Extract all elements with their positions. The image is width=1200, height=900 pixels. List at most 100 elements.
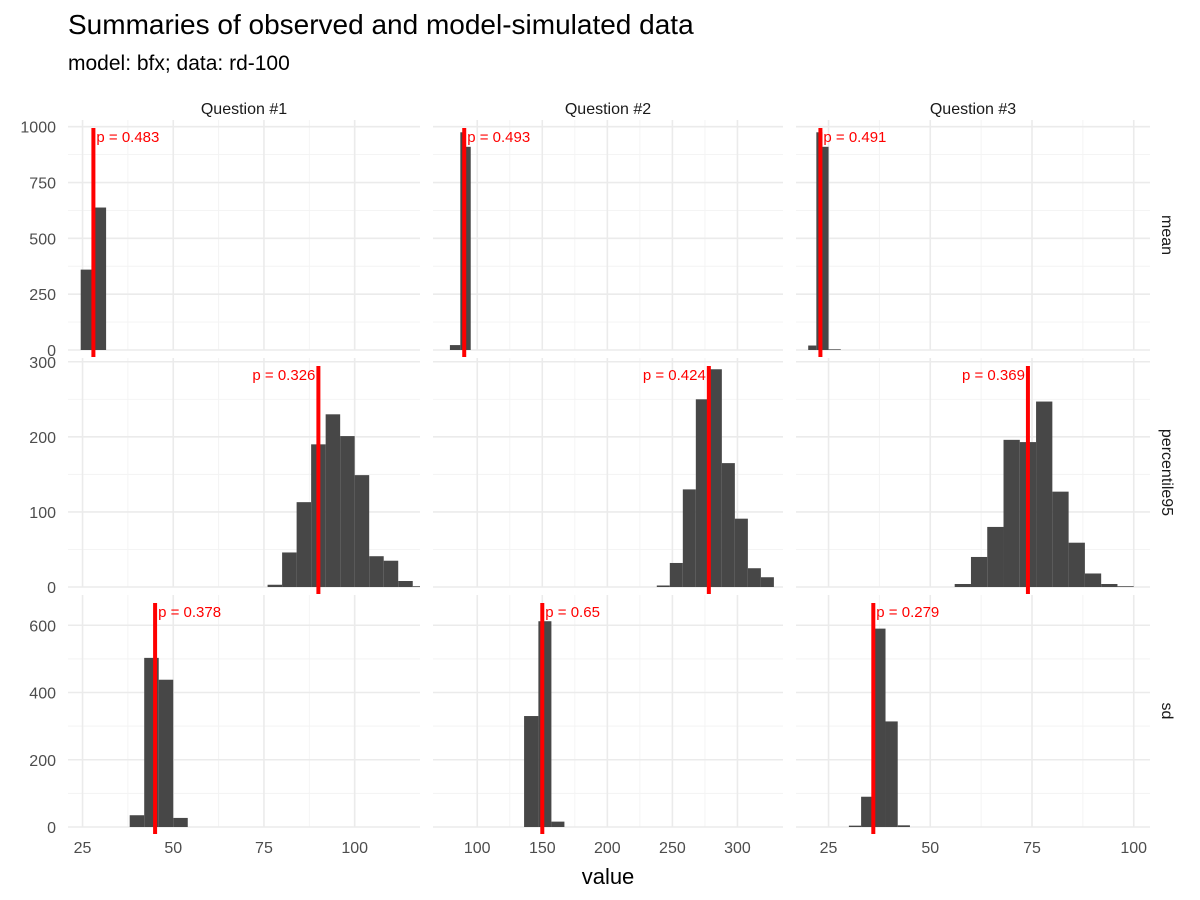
histogram-bar [465, 146, 471, 350]
histogram-bar [93, 207, 107, 350]
histogram-bar [822, 146, 829, 350]
histogram-bar [1003, 439, 1020, 587]
panel-question-1-percentile95: p = 0.326 0 100 200 300 [29, 355, 420, 597]
histogram-bar [848, 825, 862, 827]
histogram-bar [524, 716, 539, 827]
histogram-bar [760, 577, 774, 587]
y-tick-label: 250 [29, 287, 56, 304]
y-tick-label: 200 [29, 753, 56, 770]
histogram-bar [669, 562, 683, 587]
histogram-bar [873, 628, 886, 827]
histogram-bar [267, 584, 283, 587]
panel-question-3-percentile95: p = 0.369 [796, 358, 1150, 594]
y-tick-label: 300 [29, 355, 56, 372]
column-strip-question-1: Question #1 [201, 101, 287, 118]
histogram-bar [656, 585, 670, 587]
panel-question-3-mean: p = 0.491 [796, 120, 1150, 357]
p-value-label: p = 0.279 [876, 604, 939, 621]
y-tick-label: 0 [47, 580, 56, 597]
histogram-bar [1117, 586, 1134, 587]
row-strip-percentile95: percentile95 [1158, 429, 1175, 516]
histogram-bar [721, 463, 735, 587]
histogram-bar [383, 560, 399, 587]
x-axis-label: value [582, 864, 635, 889]
y-tick-label: 750 [29, 176, 56, 193]
histogram-bar [682, 489, 696, 587]
histogram-bar [734, 518, 748, 587]
x-tick-label: 25 [820, 840, 838, 857]
p-value-label: p = 0.326 [252, 367, 315, 384]
histogram-bar [1052, 491, 1069, 587]
x-tick-label: 100 [341, 840, 368, 857]
x-tick-label: 75 [255, 840, 273, 857]
p-value-label: p = 0.493 [467, 129, 530, 146]
histogram-bar [158, 679, 174, 827]
histogram-bar [296, 502, 312, 587]
y-tick-label: 100 [29, 505, 56, 522]
histogram-bar [1084, 573, 1102, 587]
histogram-bar [1101, 583, 1118, 587]
histogram-bar [897, 825, 910, 827]
histogram-bar [398, 580, 413, 587]
x-tick-label: 100 [464, 840, 491, 857]
y-tick-label: 500 [29, 231, 56, 248]
p-value-label: p = 0.369 [962, 367, 1025, 384]
chart-title: Summaries of observed and model-simulate… [68, 9, 694, 40]
histogram-bar [340, 436, 355, 587]
panel-question-1-mean: p = 0.483 0 250 500 750 1000 [20, 120, 420, 360]
histogram-bar [708, 369, 722, 587]
x-tick-label: 50 [164, 840, 182, 857]
histogram-bar [1036, 401, 1053, 587]
y-tick-label: 200 [29, 430, 56, 447]
p-value-label: p = 0.491 [823, 129, 886, 146]
y-tick-label: 0 [47, 820, 56, 837]
x-tick-label: 75 [1023, 840, 1041, 857]
histogram-bar [173, 817, 188, 827]
histogram-bar [987, 526, 1004, 587]
x-tick-label: 100 [1120, 840, 1147, 857]
histogram-bar [695, 399, 709, 587]
histogram-bar [885, 721, 898, 827]
histogram-bar [861, 796, 874, 827]
histogram-bar [282, 552, 297, 587]
column-strip-question-2: Question #2 [565, 101, 651, 118]
histogram-bar [129, 815, 145, 827]
x-tick-label: 25 [74, 840, 92, 857]
p-value-label: p = 0.424 [643, 367, 706, 384]
histogram-bar [828, 349, 841, 350]
histogram-bar [325, 414, 341, 587]
histogram-bar [808, 345, 817, 350]
x-tick-label: 200 [594, 840, 621, 857]
histogram-bar [747, 568, 761, 587]
panel-question-2-percentile95: p = 0.424 [433, 358, 783, 594]
histogram-bar [954, 583, 971, 587]
x-tick-label: 300 [724, 840, 751, 857]
histogram-bar [970, 556, 988, 587]
row-strip-sd: sd [1158, 703, 1175, 720]
y-tick-label: 1000 [20, 120, 56, 137]
histogram-bar [412, 586, 420, 587]
p-value-label: p = 0.378 [158, 604, 221, 621]
chart-subtitle: model: bfx; data: rd-100 [68, 52, 290, 75]
panel-question-3-sd: p = 0.279 25 50 75 100 [796, 595, 1150, 857]
panel-question-1-sd: p = 0.378 0 200 400 600 25 50 75 100 [29, 595, 420, 857]
histogram-bar [80, 269, 94, 350]
y-tick-label: 400 [29, 686, 56, 703]
x-tick-label: 50 [921, 840, 939, 857]
panel-question-2-mean: p = 0.493 [433, 120, 783, 357]
facet-grid: Question #1 Question #2 Question #3 mean per… [20, 101, 1175, 857]
panel-question-2-sd: p = 0.65 100 150 200 250 300 [433, 595, 783, 857]
row-strip-mean: mean [1158, 215, 1175, 255]
histogram-bar [1068, 542, 1085, 587]
x-tick-label: 150 [529, 840, 556, 857]
y-tick-label: 600 [29, 618, 56, 635]
histogram-bar [354, 475, 370, 587]
p-value-label: p = 0.65 [545, 604, 600, 621]
histogram-bar [449, 345, 461, 350]
column-strip-question-3: Question #3 [930, 101, 1016, 118]
histogram-bar [369, 556, 384, 587]
y-tick-label: 0 [47, 343, 56, 360]
p-value-label: p = 0.483 [96, 129, 159, 146]
